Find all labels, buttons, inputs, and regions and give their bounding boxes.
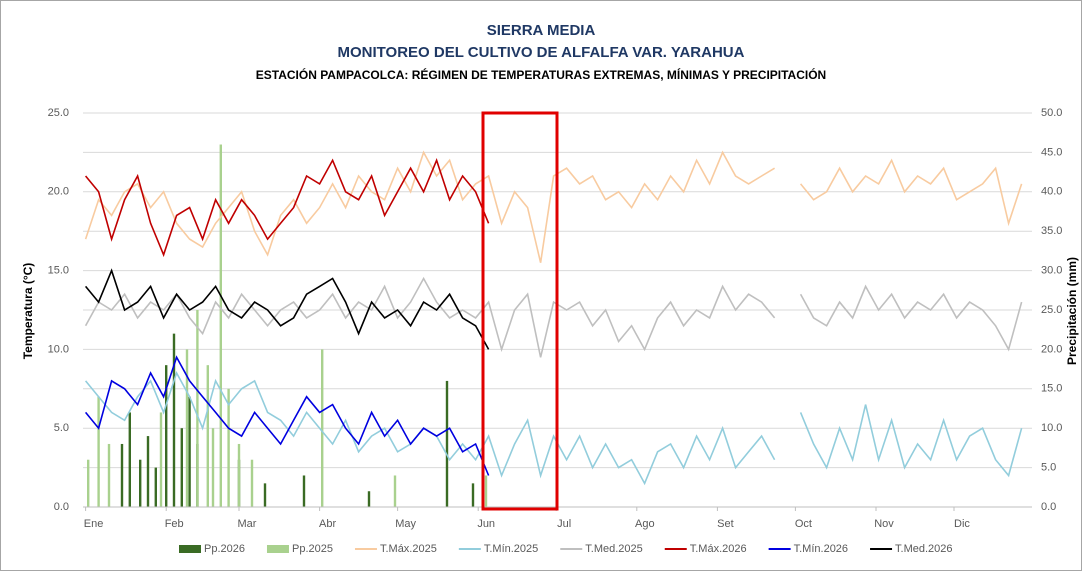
x-tick-label: Ago — [635, 518, 655, 530]
y-tick-label: 20.0 — [48, 186, 69, 198]
legend-swatch — [266, 545, 289, 553]
x-tick-label: Jul — [557, 518, 571, 530]
temp-line — [84, 158, 490, 258]
y2-tick-label: 20.0 — [1041, 343, 1062, 355]
precip-bar — [219, 144, 222, 507]
precip-bar — [227, 388, 230, 507]
precip-bar — [128, 412, 131, 507]
y-axis-label: Temperatura (°C) — [21, 263, 35, 360]
precip-bar — [165, 365, 168, 507]
y2-tick-label: 45.0 — [1041, 146, 1062, 158]
x-tick-label: Oct — [795, 518, 812, 530]
legend-label: T.Mín.2025 — [484, 543, 538, 555]
precip-bar — [87, 459, 90, 507]
precip-bar — [159, 412, 163, 507]
legend-label: T.Mín.2026 — [794, 543, 848, 555]
y2-axis-label: Precipitación (mm) — [1065, 257, 1079, 365]
legend-label: T.Med.2026 — [895, 543, 952, 555]
chart-title-2: MONITOREO DEL CULTIVO DE ALFALFA VAR. YA… — [338, 44, 745, 61]
y2-tick-label: 15.0 — [1041, 383, 1062, 395]
highlight-box — [481, 111, 559, 511]
chart-title: SIERRA MEDIA — [487, 22, 596, 39]
precip-bar — [146, 436, 150, 507]
precip-bar — [321, 349, 324, 507]
precip-bar — [237, 443, 241, 507]
legend-label: T.Máx.2026 — [690, 543, 747, 555]
precip-bar — [211, 428, 215, 507]
temp-line — [84, 355, 490, 476]
y-tick-label: 5.0 — [54, 422, 69, 434]
plot-area: 0.0 5.0 10.0 15.0 20.0 25.0 0.0 5.0 10.0 15.0 20.0… — [48, 107, 1063, 530]
precip-bar — [180, 428, 183, 507]
x-tick-label: Jun — [477, 518, 495, 530]
precip-bar — [120, 443, 124, 507]
precip-bar — [196, 310, 199, 507]
precip-bar — [188, 396, 191, 507]
x-tick-label: May — [395, 518, 416, 530]
x-tick-label: Feb — [165, 518, 184, 530]
temp-line — [84, 150, 1023, 263]
precip-bar — [172, 333, 176, 507]
legend-swatch — [179, 545, 201, 553]
x-tick-label: Nov — [874, 518, 894, 530]
legend-label: Pp.2026 — [204, 543, 245, 555]
legend: Pp.2026 Pp.2025 T.Máx.2025 T.Mín.2025 T.Med.… — [179, 543, 953, 555]
precip-bar — [97, 396, 100, 507]
legend-label: T.Med.2025 — [585, 543, 642, 555]
precip-bar — [367, 491, 371, 507]
y-tick-label: 10.0 — [48, 343, 69, 355]
y2-tick-label: 35.0 — [1041, 225, 1062, 237]
y2-tick-label: 10.0 — [1041, 422, 1062, 434]
x-tick-label: Ene — [84, 518, 104, 530]
y-tick-label: 25.0 — [48, 107, 69, 119]
y2-tick-label: 0.0 — [1041, 501, 1056, 513]
x-tick-label: Dic — [954, 518, 970, 530]
precip-bar — [484, 475, 488, 507]
precip-bar — [154, 467, 157, 507]
temp-line — [84, 276, 1023, 358]
y2-tick-label: 25.0 — [1041, 304, 1062, 316]
precip-bar — [393, 475, 397, 507]
y2-tick-label: 40.0 — [1041, 186, 1062, 198]
x-tick-label: Set — [717, 518, 734, 530]
x-tick-label: Mar — [238, 518, 257, 530]
precip-bar — [471, 483, 475, 507]
y2-tick-label: 30.0 — [1041, 265, 1062, 277]
x-tick-label: Abr — [319, 518, 336, 530]
legend-label: T.Máx.2025 — [380, 543, 437, 555]
precip-bar — [445, 380, 449, 507]
precip-bar — [302, 475, 306, 507]
y-tick-label: 0.0 — [54, 501, 69, 513]
y-tick-label: 15.0 — [48, 265, 69, 277]
precip-bar — [107, 443, 111, 507]
temp-line — [84, 268, 490, 350]
precip-bar — [206, 365, 209, 507]
y2-tick-label: 50.0 — [1041, 107, 1062, 119]
y2-tick-label: 5.0 — [1041, 462, 1056, 474]
precip-bar — [139, 459, 142, 507]
legend-label: Pp.2025 — [292, 543, 333, 555]
precip-bar — [250, 459, 254, 507]
chart-subtitle: ESTACIÓN PAMPACOLCA: RÉGIMEN DE TEMPERAT… — [256, 67, 826, 82]
precip-bar — [185, 349, 189, 507]
precip-bar — [263, 483, 267, 507]
